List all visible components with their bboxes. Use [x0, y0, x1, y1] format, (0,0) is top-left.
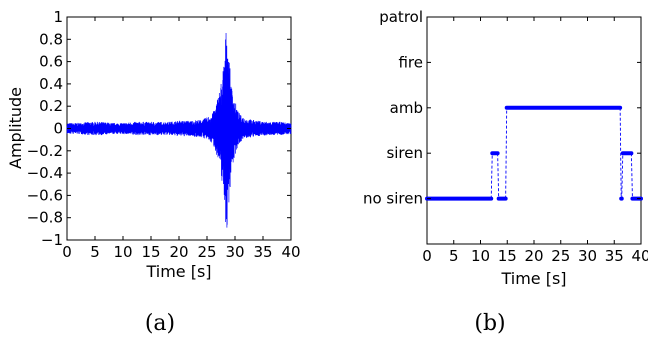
x-tick-label: 15 — [141, 243, 160, 261]
x-tick-label: 35 — [605, 247, 624, 265]
panel-a-y-ticks: −1 −0.8 −0.6 −0.4 −0.2 0 0.2 0.4 0.6 0.8 1 — [27, 8, 291, 249]
class-transition-line — [497, 153, 500, 199]
x-tick-label: 25 — [551, 247, 570, 265]
x-tick-label: 5 — [449, 247, 459, 265]
y-tick-label: siren — [386, 144, 423, 162]
x-tick-label: 0 — [62, 243, 72, 261]
x-tick-label: 5 — [90, 243, 100, 261]
y-tick-label: 0.8 — [39, 30, 63, 48]
y-tick-label: 0.4 — [39, 75, 63, 93]
y-tick-label: 1 — [53, 8, 63, 26]
x-tick-label: 10 — [113, 243, 132, 261]
x-tick-label: 40 — [631, 247, 648, 265]
x-tick-label: 25 — [197, 243, 216, 261]
class-transition-line — [621, 153, 624, 199]
x-tick-label: 20 — [524, 247, 543, 265]
x-tick-label: 0 — [422, 247, 432, 265]
amplitude-waveform-line — [66, 33, 292, 228]
y-tick-label: −1 — [41, 231, 63, 249]
panel-a-caption: (a) — [145, 311, 175, 336]
panel-b-caption: (b) — [474, 311, 505, 336]
y-tick-label: 0 — [53, 120, 63, 138]
y-tick-label: 0.2 — [39, 97, 63, 115]
panel-a-x-ticks: 0 5 10 15 20 25 30 35 40 — [62, 17, 301, 261]
class-transition-line — [630, 153, 633, 199]
panel-b-series — [425, 105, 643, 201]
panel-a-y-axis-label: Amplitude — [6, 87, 25, 169]
y-tick-label: amb — [390, 99, 423, 117]
y-tick-label: −0.2 — [27, 142, 63, 160]
x-tick-label: 40 — [281, 243, 300, 261]
x-tick-label: 15 — [498, 247, 517, 265]
x-tick-label: 10 — [471, 247, 490, 265]
panel-b-x-ticks: 0 5 10 15 20 25 30 35 40 — [422, 17, 648, 265]
panel-b-plot-frame — [426, 16, 642, 245]
y-tick-label: −0.4 — [27, 164, 63, 182]
class-transition-line — [505, 107, 508, 199]
class-transition-line — [490, 153, 493, 199]
y-tick-label: fire — [398, 53, 423, 71]
y-tick-label: −0.6 — [27, 186, 63, 204]
panel-b: 0 5 10 15 20 25 30 35 40 no siren siren amb fire pat… — [363, 8, 648, 336]
x-tick-label: 30 — [225, 243, 244, 261]
panel-a-series — [66, 33, 292, 228]
y-tick-label: −0.8 — [27, 209, 63, 227]
y-tick-label: 0.6 — [39, 53, 63, 71]
panel-a: 0 5 10 15 20 25 30 35 40 −1−0.8−0.6−0.4−0.200.20… — [6, 8, 301, 336]
panel-b-y-ticks: no siren siren amb fire patrol — [363, 8, 641, 208]
y-tick-label: no siren — [363, 190, 423, 208]
y-tick-label: patrol — [379, 8, 423, 26]
class-transition-line — [619, 107, 622, 199]
x-tick-label: 30 — [578, 247, 597, 265]
x-tick-label: 35 — [253, 243, 272, 261]
panel-b-x-axis-label: Time [s] — [500, 269, 566, 288]
panel-a-x-axis-label: Time [s] — [145, 262, 211, 281]
x-tick-label: 20 — [169, 243, 188, 261]
